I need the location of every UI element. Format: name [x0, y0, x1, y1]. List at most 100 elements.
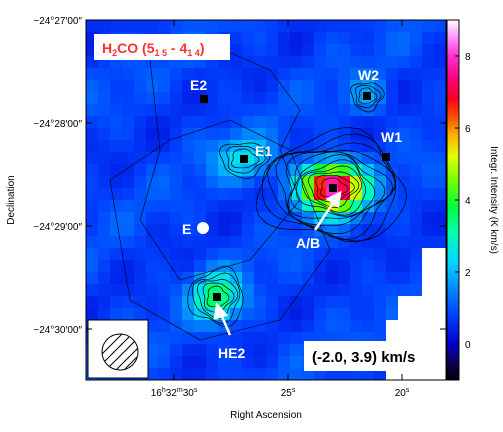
contour-line — [139, 39, 301, 281]
contour-line — [287, 151, 385, 219]
intensity-pixel — [86, 248, 99, 261]
intensity-pixel — [386, 128, 399, 141]
intensity-pixel — [218, 20, 231, 33]
intensity-pixel — [338, 200, 351, 213]
intensity-pixel — [434, 56, 446, 69]
intensity-pixel — [254, 68, 267, 81]
intensity-pixel — [110, 272, 123, 285]
intensity-pixel — [362, 44, 375, 57]
intensity-pixel — [230, 44, 243, 57]
intensity-pixel — [194, 368, 207, 380]
intensity-pixel — [194, 188, 207, 201]
intensity-pixel — [290, 332, 303, 345]
intensity-pixel — [422, 92, 435, 105]
intensity-pixel — [146, 344, 159, 357]
intensity-pixel — [290, 44, 303, 57]
intensity-pixel — [422, 224, 435, 237]
intensity-pixel — [434, 296, 446, 309]
velocity-badge: (-2.0, 3.9) km/s — [304, 341, 438, 371]
intensity-pixel — [110, 152, 123, 165]
colorbar-tick-label: 2 — [465, 268, 471, 279]
plot-frame — [85, 19, 447, 381]
intensity-pixel — [206, 80, 219, 93]
intensity-pixel — [314, 44, 327, 57]
marker-w2 — [363, 92, 371, 100]
intensity-pixel — [338, 176, 351, 189]
intensity-pixel — [422, 212, 435, 225]
intensity-pixel — [98, 140, 111, 153]
intensity-pixel — [278, 356, 291, 369]
intensity-pixel — [230, 356, 243, 369]
contour-line — [109, 119, 331, 341]
intensity-pixel — [206, 152, 219, 165]
intensity-pixel — [254, 116, 267, 129]
intensity-pixel — [314, 56, 327, 69]
intensity-pixel — [350, 104, 363, 117]
intensity-pixel — [170, 188, 183, 201]
intensity-pixel — [182, 92, 195, 105]
intensity-pixel — [170, 308, 183, 321]
intensity-pixel — [350, 200, 363, 213]
intensity-pixel — [362, 236, 375, 249]
intensity-pixel — [146, 284, 159, 297]
intensity-pixel — [386, 92, 399, 105]
intensity-pixel — [302, 272, 315, 285]
intensity-pixel — [122, 140, 135, 153]
intensity-pixel — [110, 80, 123, 93]
intensity-pixel — [290, 20, 303, 33]
intensity-pixel — [278, 128, 291, 141]
intensity-pixel — [398, 116, 411, 129]
intensity-pixel — [398, 248, 411, 261]
intensity-pixel — [230, 200, 243, 213]
intensity-pixel — [194, 104, 207, 117]
intensity-pixel — [398, 44, 411, 57]
intensity-pixel — [206, 92, 219, 105]
intensity-pixel — [434, 212, 446, 225]
contour-line — [358, 87, 378, 104]
intensity-pixel — [206, 176, 219, 189]
intensity-pixel — [122, 80, 135, 93]
intensity-pixel — [326, 248, 339, 261]
intensity-pixel — [110, 116, 123, 129]
intensity-pixel — [218, 284, 231, 297]
intensity-pixel — [254, 104, 267, 117]
intensity-pixel — [422, 128, 435, 141]
intensity-pixel — [158, 308, 171, 321]
intensity-pixel — [206, 356, 219, 369]
intensity-pixel — [110, 200, 123, 213]
intensity-pixel — [206, 236, 219, 249]
intensity-pixel — [158, 68, 171, 81]
intensity-pixel — [278, 296, 291, 309]
intensity-pixel — [326, 56, 339, 69]
intensity-pixel — [122, 212, 135, 225]
intensity-pixel — [170, 200, 183, 213]
intensity-pixel — [158, 212, 171, 225]
intensity-pixel — [182, 284, 195, 297]
intensity-pixel — [350, 116, 363, 129]
intensity-pixel — [242, 200, 255, 213]
intensity-pixel — [266, 308, 279, 321]
intensity-pixel — [158, 176, 171, 189]
intensity-pixel — [434, 260, 446, 273]
intensity-pixel — [194, 140, 207, 153]
intensity-pixel — [230, 344, 243, 357]
intensity-pixel — [254, 92, 267, 105]
intensity-pixel — [170, 68, 183, 81]
intensity-pixel — [206, 20, 219, 33]
intensity-pixel — [194, 68, 207, 81]
intensity-pixel — [410, 56, 423, 69]
intensity-pixel — [122, 224, 135, 237]
intensity-pixel — [314, 320, 327, 333]
intensity-pixel — [266, 332, 279, 345]
label-e: E — [182, 221, 191, 237]
intensity-pixel — [206, 344, 219, 357]
intensity-pixel — [158, 332, 171, 345]
intensity-pixel — [434, 32, 446, 45]
intensity-pixel — [242, 44, 255, 57]
intensity-pixel — [158, 140, 171, 153]
intensity-pixel — [182, 140, 195, 153]
colorbar: 0 2 4 6 8 — [446, 19, 471, 381]
intensity-pixel — [146, 20, 159, 33]
intensity-pixel — [242, 176, 255, 189]
